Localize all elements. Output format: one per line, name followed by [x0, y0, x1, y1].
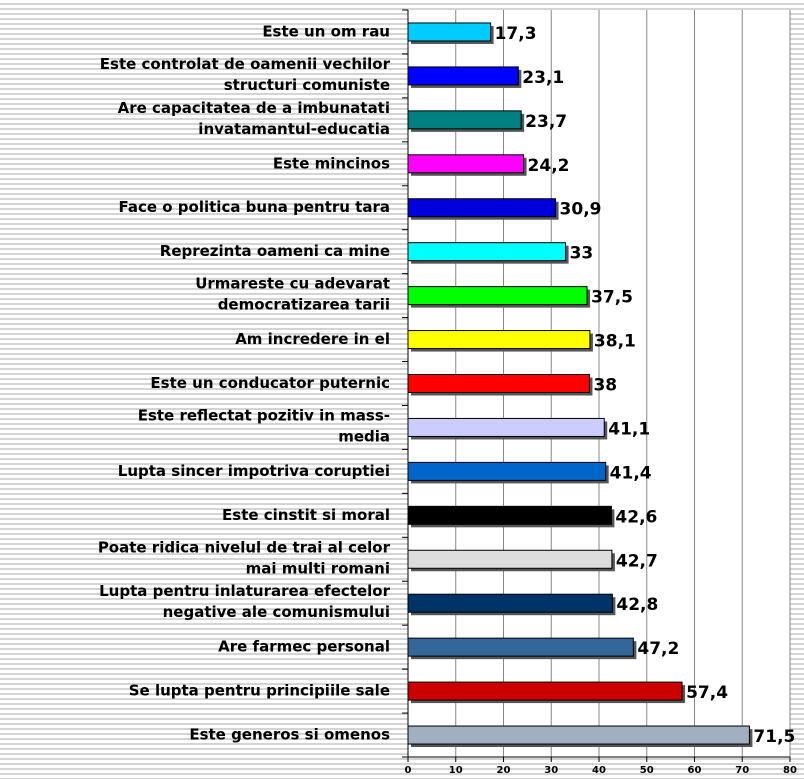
- bar: [407, 417, 605, 437]
- value-label: 23,7: [525, 112, 567, 132]
- category-label: Lupta pentru inlaturarea efectelor negati…: [99, 582, 390, 621]
- value-label: 41,1: [608, 419, 650, 439]
- value-label: 71,5: [753, 727, 795, 747]
- value-label: 57,4: [686, 683, 728, 703]
- bar: [407, 593, 613, 613]
- value-label: 38: [593, 376, 617, 396]
- category-label: Este reflectat pozitiv in mass-media: [138, 406, 390, 445]
- value-label: 38,1: [594, 332, 636, 352]
- x-tick-label: 80: [783, 765, 797, 776]
- category-label: Lupta sincer impotriva coruptiei: [118, 462, 390, 480]
- value-label: 42,8: [616, 595, 658, 615]
- value-label: 37,5: [591, 288, 633, 308]
- bar: [407, 549, 613, 569]
- category-label: Este cinstit si moral: [222, 506, 390, 524]
- bar: [407, 110, 522, 130]
- x-tick-label: 40: [592, 765, 606, 776]
- category-label: Are farmec personal: [218, 638, 390, 656]
- bar: [407, 374, 590, 393]
- category-label: Este generos si omenos: [189, 726, 390, 744]
- bar: [407, 286, 588, 306]
- bar: [407, 461, 607, 481]
- value-label: 41,4: [610, 463, 652, 483]
- x-tick-label: 20: [497, 765, 511, 776]
- x-tick-label: 10: [449, 765, 463, 776]
- bar: [407, 66, 519, 86]
- category-label: Este mincinos: [273, 154, 390, 172]
- bar: [407, 154, 525, 174]
- x-tick-label: 50: [640, 765, 654, 776]
- value-label: 23,1: [522, 68, 564, 88]
- value-label: 17,3: [495, 24, 537, 44]
- bar: [407, 242, 567, 262]
- value-label: 33: [570, 244, 594, 264]
- category-label: Reprezinta oameni ca mine: [160, 242, 390, 260]
- bar: [407, 725, 750, 745]
- category-label: Se lupta pentru principiile sale: [129, 682, 390, 700]
- x-tick-label: 0: [405, 765, 412, 776]
- bar: [407, 681, 683, 701]
- bar: [407, 22, 492, 42]
- bar: [407, 330, 591, 350]
- bar: [407, 505, 612, 525]
- category-label: Este controlat de oamenii vechilor struct…: [100, 54, 391, 93]
- category-label: Poate ridica nivelul de trai al celor mai…: [98, 538, 391, 577]
- value-label: 47,2: [637, 639, 679, 659]
- category-label: Este un om rau: [262, 22, 390, 40]
- category-label: Este un conducator puternic: [150, 374, 390, 392]
- bar: [407, 637, 634, 657]
- category-label: Are capacitatea de a imbunatati invataman…: [118, 98, 390, 137]
- value-label: 30,9: [560, 200, 602, 220]
- category-label: Urmareste cu adevarat democratizarea tari…: [195, 274, 390, 313]
- x-tick-label: 60: [688, 765, 702, 776]
- value-label: 42,6: [615, 507, 657, 527]
- category-label: Face o politica buna pentru tara: [119, 198, 391, 216]
- value-label: 24,2: [528, 156, 570, 176]
- value-label: 42,7: [616, 551, 658, 571]
- x-tick-label: 30: [544, 765, 558, 776]
- x-tick-label: 70: [735, 765, 749, 776]
- bar: [407, 198, 557, 218]
- category-label: Am incredere in el: [235, 330, 390, 348]
